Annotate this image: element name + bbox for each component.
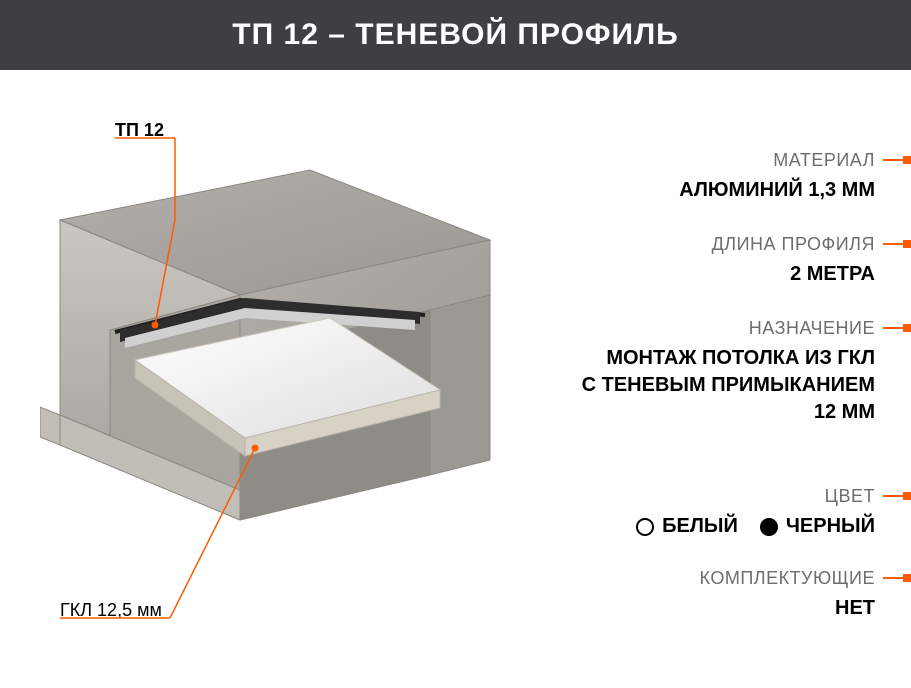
spec-value: НЕТ <box>511 595 875 622</box>
color-name: БЕЛЫЙ <box>662 515 738 538</box>
spec-length: ДЛИНА ПРОФИЛЯ 2 МЕТРА <box>511 234 911 288</box>
callout-tp12-label: ТП 12 <box>115 120 164 141</box>
spec-tick-icon <box>883 238 911 250</box>
color-option-white: БЕЛЫЙ <box>636 515 738 538</box>
color-option-black: ЧЕРНЫЙ <box>760 515 875 538</box>
spec-tick-icon <box>883 490 911 502</box>
spec-purpose: НАЗНАЧЕНИЕ МОНТАЖ ПОТОЛКА ИЗ ГКЛ С ТЕНЕВ… <box>511 318 911 426</box>
spec-label: МАТЕРИАЛ <box>511 150 875 171</box>
spec-material: МАТЕРИАЛ АЛЮМИНИЙ 1,3 ММ <box>511 150 911 204</box>
spec-list: МАТЕРИАЛ АЛЮМИНИЙ 1,3 ММ ДЛИНА ПРОФИЛЯ 2… <box>511 150 911 652</box>
diagram-svg <box>40 160 500 560</box>
page-title: ТП 12 – ТЕНЕВОЙ ПРОФИЛЬ <box>232 18 678 52</box>
spec-label: ЦВЕТ <box>511 486 875 507</box>
spec-color: ЦВЕТ БЕЛЫЙ ЧЕРНЫЙ <box>511 486 911 538</box>
black-swatch-icon <box>760 518 778 536</box>
color-options: БЕЛЫЙ ЧЕРНЫЙ <box>511 515 875 538</box>
spec-label: КОМПЛЕКТУЮЩИЕ <box>511 568 875 589</box>
spec-tick-icon <box>883 572 911 584</box>
product-diagram <box>40 160 500 520</box>
content-area: ТП 12 ГКЛ 12,5 мм МАТЕРИАЛ АЛЮМИНИЙ 1,3 … <box>0 70 911 688</box>
spec-value: АЛЮМИНИЙ 1,3 ММ <box>511 177 875 204</box>
spec-value: МОНТАЖ ПОТОЛКА ИЗ ГКЛ С ТЕНЕВЫМ ПРИМЫКАН… <box>511 345 875 426</box>
white-swatch-icon <box>636 518 654 536</box>
spec-label: ДЛИНА ПРОФИЛЯ <box>511 234 875 255</box>
spec-tick-icon <box>883 154 911 166</box>
spec-tick-icon <box>883 322 911 334</box>
spec-value: 2 МЕТРА <box>511 261 875 288</box>
callout-gkl-label: ГКЛ 12,5 мм <box>60 600 162 621</box>
color-name: ЧЕРНЫЙ <box>786 515 875 538</box>
spec-label: НАЗНАЧЕНИЕ <box>511 318 875 339</box>
page-title-bar: ТП 12 – ТЕНЕВОЙ ПРОФИЛЬ <box>0 0 911 70</box>
spec-accessories: КОМПЛЕКТУЮЩИЕ НЕТ <box>511 568 911 622</box>
product-spec-page: ТП 12 – ТЕНЕВОЙ ПРОФИЛЬ ТП 12 ГКЛ 12,5 м… <box>0 0 911 688</box>
